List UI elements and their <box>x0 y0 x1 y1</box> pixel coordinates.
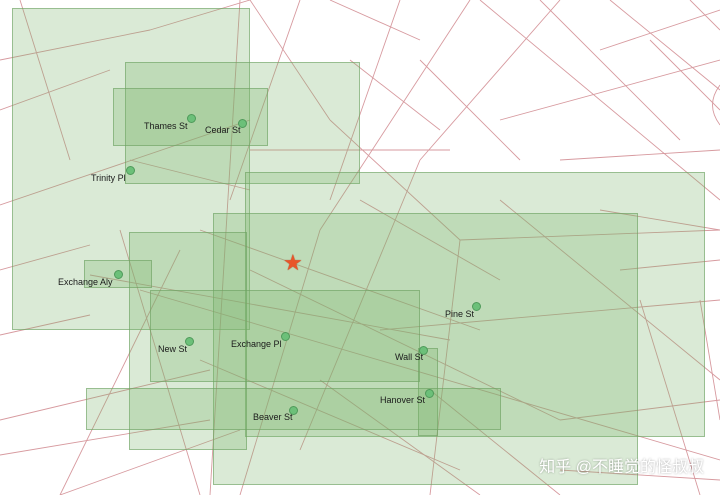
street-line <box>559 399 720 421</box>
street-line <box>499 59 720 121</box>
street-line <box>89 274 451 341</box>
street-line <box>299 159 421 451</box>
street-line <box>199 359 461 471</box>
poi-marker-icon[interactable] <box>237 118 247 128</box>
street-line <box>239 229 321 495</box>
poi-label-beaver-st: Beaver St <box>253 412 293 422</box>
street-line <box>229 0 301 201</box>
poi-label-cedar-st: Cedar St <box>205 125 241 135</box>
street-line <box>539 0 681 141</box>
poi-label-exchange-pl: Exchange Pl <box>231 339 282 349</box>
poi-marker-icon[interactable] <box>288 405 298 415</box>
poi-label-hanover-st: Hanover St <box>380 395 426 405</box>
street-line <box>249 0 331 121</box>
street-line <box>149 0 251 31</box>
street-line <box>379 299 720 331</box>
bounding-box <box>245 172 705 437</box>
poi-label-new-st: New St <box>158 344 188 354</box>
street-line <box>429 389 561 495</box>
poi-label-trinity-pl: Trinity Pl <box>91 173 126 183</box>
street-line <box>59 429 241 495</box>
street-line <box>329 0 401 201</box>
query-point-star-icon[interactable]: ★ <box>283 250 303 275</box>
poi-marker-icon[interactable] <box>280 331 290 341</box>
street-line <box>712 84 720 126</box>
street-line <box>249 269 561 421</box>
street-line <box>0 244 91 271</box>
poi-marker-icon[interactable] <box>125 165 135 175</box>
poi-label-exchange-aly: Exchange Aly <box>58 277 113 287</box>
watermark: 知乎 @不睡觉的怪叔叔 <box>539 459 704 476</box>
poi-marker-icon[interactable] <box>186 113 196 123</box>
poi-marker-icon[interactable] <box>471 301 481 311</box>
poi-label-pine-st: Pine St <box>445 309 475 319</box>
poi-marker-icon[interactable] <box>113 269 123 279</box>
street-line <box>429 239 461 495</box>
street-line <box>119 229 201 495</box>
street-line <box>0 419 211 456</box>
street-line <box>459 229 720 241</box>
poi-marker-icon[interactable] <box>418 345 428 355</box>
street-line <box>609 0 720 91</box>
street-line <box>419 0 561 161</box>
poi-label-wall-st: Wall St <box>395 352 424 362</box>
street-line <box>689 0 720 31</box>
street-line <box>319 0 471 231</box>
street-line <box>209 0 241 495</box>
street-line <box>329 119 461 241</box>
street-line <box>349 59 441 131</box>
street-line <box>19 0 71 161</box>
street-line <box>699 299 720 421</box>
street-line <box>649 39 720 111</box>
street-line <box>0 69 111 111</box>
street-line <box>0 29 151 61</box>
poi-marker-icon[interactable] <box>424 388 434 398</box>
street-line <box>599 9 720 51</box>
street-line <box>559 469 720 481</box>
street-line <box>639 299 701 495</box>
street-line <box>559 149 720 161</box>
street-line <box>479 0 720 201</box>
street-line <box>419 59 521 161</box>
street-line <box>619 259 720 271</box>
poi-marker-icon[interactable] <box>184 336 194 346</box>
street-line <box>129 159 251 191</box>
street-line <box>329 0 421 41</box>
poi-label-thames-st: Thames St <box>144 121 188 131</box>
street-line <box>139 289 720 461</box>
street-line <box>499 199 720 381</box>
street-line <box>0 369 211 421</box>
street-line <box>0 314 91 336</box>
street-line <box>319 379 481 495</box>
